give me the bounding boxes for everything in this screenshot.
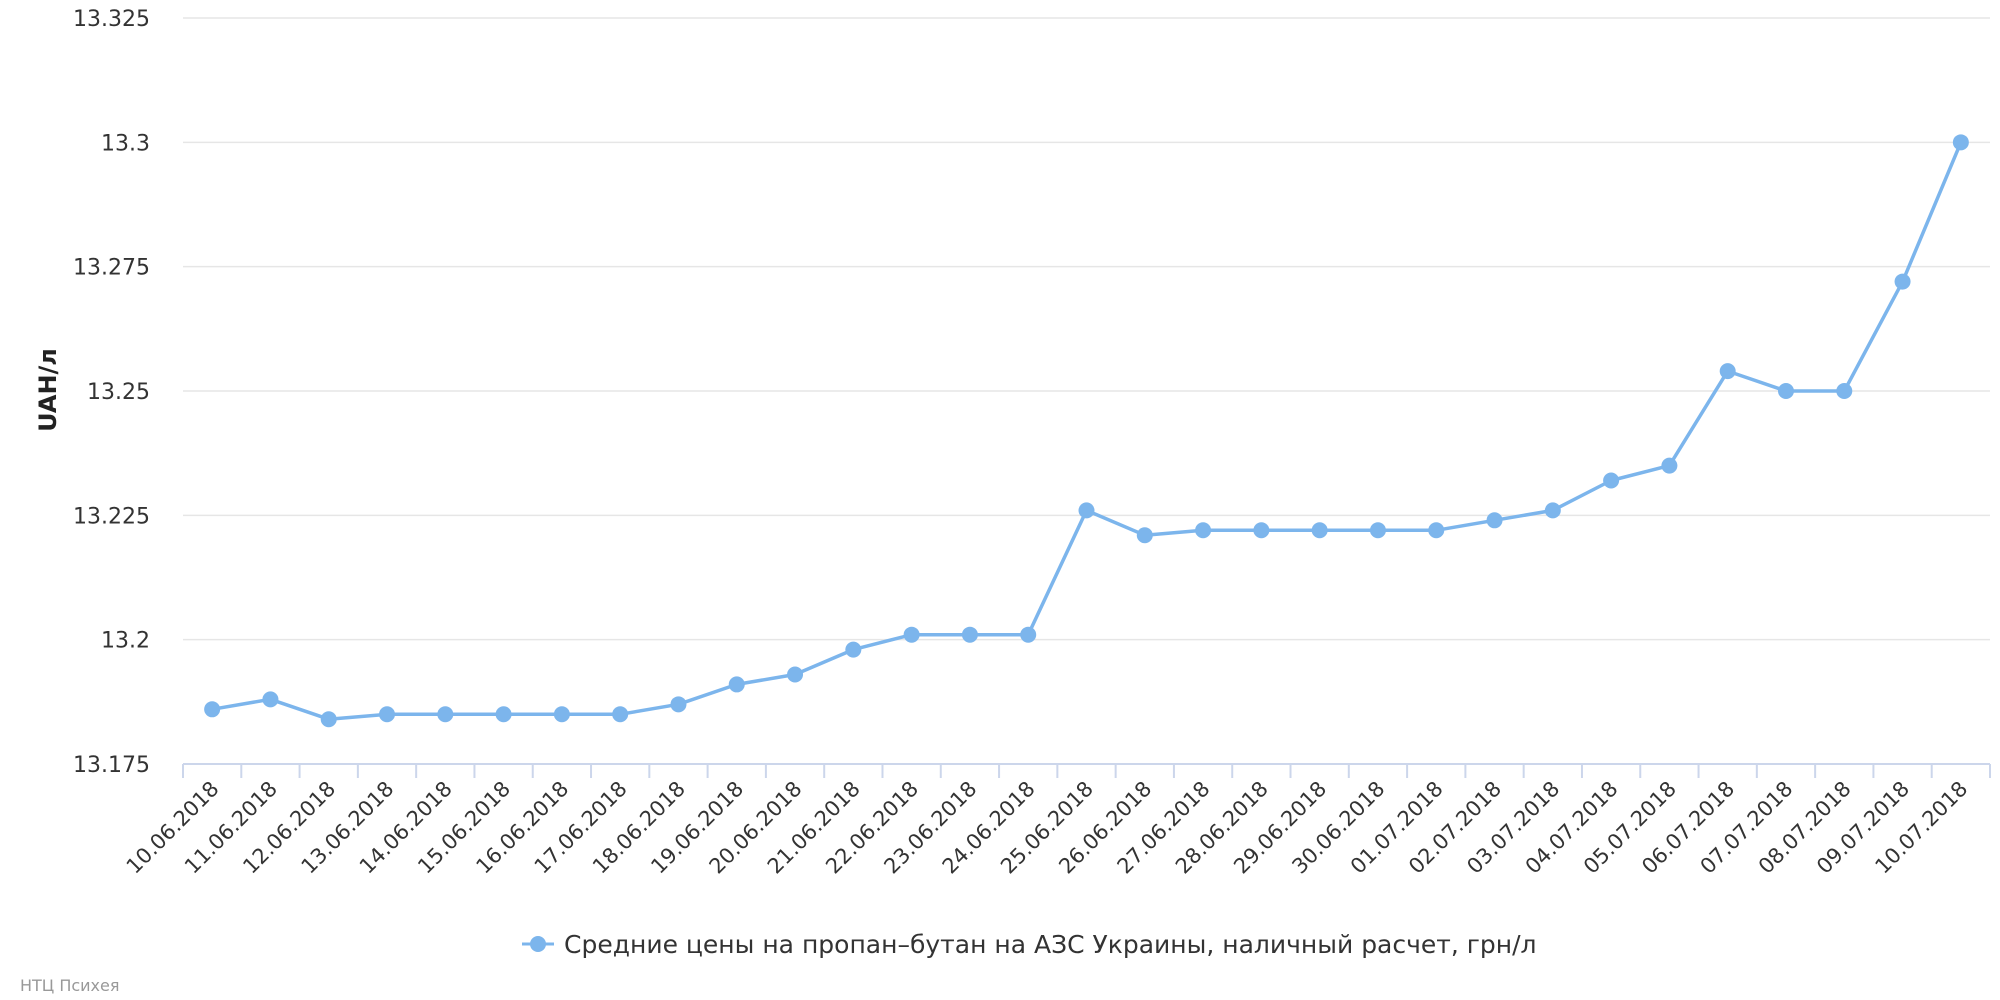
data-point[interactable] [437,706,454,723]
data-point[interactable] [1311,522,1328,539]
x-axis-ticks: 10.06.201811.06.201812.06.201813.06.2018… [122,777,1973,879]
data-point[interactable] [1836,383,1853,399]
data-point[interactable] [379,706,396,723]
y-tick-label: 13.275 [73,256,150,281]
legend-symbol-marker [530,936,546,952]
data-point[interactable] [1894,273,1911,290]
data-point[interactable] [262,691,279,708]
data-point[interactable] [1661,457,1678,474]
data-point[interactable] [903,626,920,643]
data-point[interactable] [1486,512,1503,529]
series-layer [204,134,1969,728]
data-point[interactable] [1428,522,1445,539]
data-point[interactable] [1544,502,1561,519]
data-point[interactable] [495,706,512,723]
data-point[interactable] [204,701,221,718]
data-point[interactable] [1020,626,1037,643]
data-point[interactable] [1369,522,1386,539]
data-point[interactable] [670,696,687,713]
y-axis-ticks: 13.175 13.2 13.225 13.25 13.275 13.3 13.325 [73,7,150,778]
data-point[interactable] [553,706,570,723]
series-line [211,141,1963,721]
grid-lines [183,17,1990,641]
y-tick-label: 13.175 [73,753,150,778]
data-point[interactable] [1136,527,1153,544]
data-point[interactable] [1603,472,1620,489]
data-point[interactable] [1719,363,1736,380]
legend-item-label: Средние цены на пропан–бутан на АЗС Укра… [564,930,1537,959]
y-tick-label: 13.3 [101,131,150,156]
x-axis [182,763,1991,778]
data-point[interactable] [1078,502,1095,519]
data-point[interactable] [1195,522,1212,539]
y-tick-label: 13.225 [73,504,150,529]
y-tick-label: 13.2 [101,629,150,654]
data-point[interactable] [845,641,862,658]
credit-text[interactable]: НТЦ Психея [20,976,120,995]
data-point[interactable] [728,676,745,693]
legend[interactable]: Средние цены на пропан–бутан на АЗС Укра… [522,930,1537,959]
data-point[interactable] [787,666,804,683]
data-point[interactable] [1777,383,1794,399]
y-tick-label: 13.25 [87,380,150,405]
y-axis-label: UAH/л [34,348,62,432]
data-point[interactable] [612,706,629,723]
data-point[interactable] [1253,522,1270,539]
data-point[interactable] [320,711,337,728]
data-point[interactable] [961,626,978,643]
y-tick-label: 13.325 [73,7,150,32]
data-point[interactable] [1952,134,1969,151]
